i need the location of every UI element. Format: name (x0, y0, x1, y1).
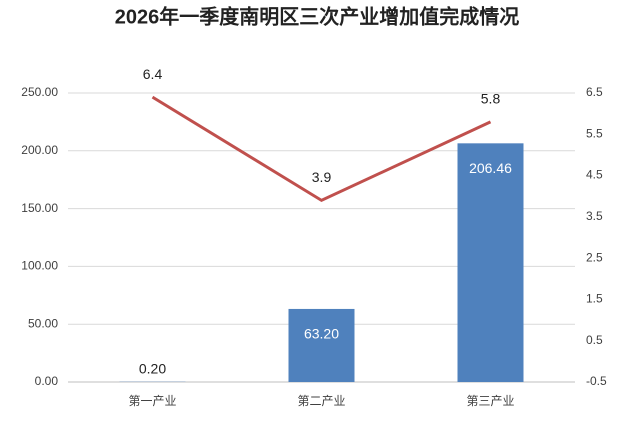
x-tick-label: 第三产业 (466, 394, 514, 408)
y-tick-label: 200.00 (21, 143, 58, 157)
chart-title: 2026年一季度南明区三次产业增加值完成情况 (115, 4, 520, 28)
x-tick-label: 第二产业 (297, 394, 345, 408)
y2-tick-label: 4.5 (586, 168, 603, 182)
y-tick-label: 250.00 (21, 85, 58, 99)
y2-tick-label: -0.5 (586, 374, 607, 388)
value-label: 63.20 (304, 326, 339, 342)
value-label: 206.46 (469, 160, 512, 176)
y-tick-label: 100.00 (21, 259, 58, 273)
y2-tick-label: 2.5 (586, 250, 603, 264)
y-tick-label: 50.00 (28, 316, 58, 330)
x-tick-label: 第一产业 (128, 394, 176, 408)
bar (457, 143, 524, 382)
y2-tick-label: 6.5 (586, 85, 603, 99)
y2-tick-label: 3.5 (586, 209, 603, 223)
line (151, 95, 492, 203)
value-label: 0.20 (139, 360, 166, 376)
y-tick-label: 150.00 (21, 201, 58, 215)
y-tick-label: 0.00 (35, 374, 59, 388)
value-label: 6.4 (143, 66, 163, 82)
y2-tick-label: 1.5 (586, 292, 603, 306)
bar (288, 308, 355, 382)
y2-tick-label: 0.5 (586, 333, 603, 347)
value-label: 3.9 (312, 169, 332, 185)
value-label: 5.8 (481, 91, 501, 107)
y2-tick-label: 5.5 (586, 126, 603, 140)
